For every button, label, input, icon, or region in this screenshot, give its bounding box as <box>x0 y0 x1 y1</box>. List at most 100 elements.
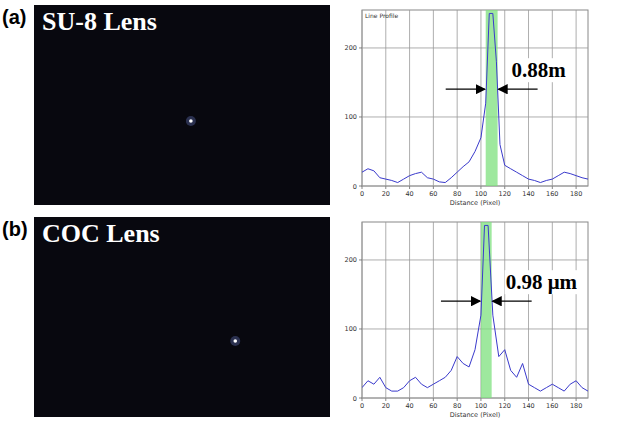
y-tick-label: 100 <box>345 325 357 333</box>
x-grid-line <box>480 10 481 186</box>
x-grid-line <box>528 10 529 186</box>
y-grid-line <box>362 328 588 329</box>
x-tick <box>528 398 529 401</box>
annotation-background <box>511 58 568 82</box>
x-tick-label: 20 <box>382 190 390 198</box>
y-tick-label: 0 <box>353 395 357 403</box>
figure: (a) SU-8 Lens 0 20 40 60 80 100 120 140 160 180 0 100… <box>0 0 633 424</box>
annotation: 0.88m <box>512 58 567 82</box>
figure-root: (a) SU-8 Lens 0 20 40 60 80 100 120 140 160 180 0 100… <box>0 0 633 424</box>
y-grid-line <box>362 47 588 48</box>
profile-line <box>362 225 588 391</box>
arrow-left <box>441 301 480 302</box>
x-tick-label: 180 <box>570 402 582 410</box>
x-grid-line <box>576 222 577 398</box>
x-grid-line <box>362 10 363 186</box>
x-grid-line <box>433 10 434 186</box>
x-tick <box>504 398 505 401</box>
plot-frame <box>362 10 588 186</box>
x-grid-line <box>457 222 458 398</box>
y-tick <box>359 398 362 399</box>
x-grid-line <box>362 222 363 398</box>
panel-label: (a) <box>2 6 26 28</box>
x-grid-line <box>457 10 458 186</box>
x-tick <box>528 186 529 189</box>
data-group <box>362 10 588 186</box>
x-tick <box>409 398 410 401</box>
focal-spot <box>233 339 237 343</box>
x-tick-label: 120 <box>499 190 511 198</box>
x-tick-label: 180 <box>570 190 582 198</box>
y-grid-line <box>362 186 588 187</box>
x-axis-title: Distance (Pixel) <box>450 199 501 207</box>
focal-spot-glow <box>230 336 240 346</box>
y-tick-label: 100 <box>345 113 357 121</box>
x-grid-line <box>504 222 505 398</box>
x-tick-label: 80 <box>453 402 461 410</box>
annotation-group: 0.98 μm <box>505 270 579 294</box>
arrow-right <box>493 301 532 302</box>
x-tick <box>385 186 386 189</box>
x-tick <box>362 186 363 189</box>
x-tick <box>457 186 458 189</box>
plot-frame <box>362 222 588 398</box>
x-tick-label: 40 <box>405 402 413 410</box>
x-tick <box>576 398 577 401</box>
measurement-band <box>481 222 492 398</box>
x-tick <box>552 186 553 189</box>
x-tick-label: 100 <box>475 402 487 410</box>
x-tick <box>480 186 481 189</box>
x-tick-label: 80 <box>453 190 461 198</box>
x-grid-line <box>409 222 410 398</box>
panel-label: (b) <box>2 218 28 240</box>
y-tick <box>359 47 362 48</box>
x-tick <box>409 186 410 189</box>
x-grid-line <box>385 10 386 186</box>
x-grid-line <box>576 10 577 186</box>
x-grid-line <box>433 222 434 398</box>
x-tick <box>385 398 386 401</box>
x-tick-label: 100 <box>475 190 487 198</box>
x-grid-line <box>552 10 553 186</box>
data-group <box>362 222 588 398</box>
x-tick <box>480 398 481 401</box>
x-tick-label: 60 <box>429 402 437 410</box>
x-tick <box>457 398 458 401</box>
x-tick <box>504 186 505 189</box>
x-grid-line <box>504 10 505 186</box>
microscope-image <box>34 5 330 205</box>
x-tick <box>576 186 577 189</box>
x-tick-label: 0 <box>360 190 364 198</box>
focal-spot-glow <box>186 116 196 126</box>
x-tick <box>552 398 553 401</box>
profile-line <box>362 13 588 182</box>
annotation: 0.98 μm <box>506 270 578 294</box>
annotation-background <box>505 270 579 294</box>
y-grid-line <box>362 398 588 399</box>
x-tick-label: 160 <box>546 190 558 198</box>
x-tick-label: 60 <box>429 190 437 198</box>
x-tick-label: 140 <box>522 190 534 198</box>
x-tick-label: 140 <box>522 402 534 410</box>
arrow-left <box>446 89 485 90</box>
image-title: SU-8 Lens <box>42 7 157 36</box>
x-grid-line <box>385 222 386 398</box>
focal-spot <box>189 119 193 123</box>
y-tick <box>359 259 362 260</box>
image-title: COC Lens <box>42 219 160 248</box>
y-tick-label: 0 <box>353 183 357 191</box>
y-tick <box>359 328 362 329</box>
chart-title: Line Profile <box>365 12 398 19</box>
x-tick-label: 160 <box>546 402 558 410</box>
x-tick <box>433 398 434 401</box>
x-tick-label: 20 <box>382 402 390 410</box>
x-tick-label: 0 <box>360 402 364 410</box>
x-axis-title: Distance (Pixel) <box>450 411 501 419</box>
measurement-band <box>486 10 498 186</box>
x-grid-line <box>528 222 529 398</box>
x-tick-label: 120 <box>499 402 511 410</box>
y-tick <box>359 186 362 187</box>
panel: (b)COC Lens02040608010012014016018001002… <box>2 217 588 419</box>
microscope-image <box>34 217 330 417</box>
x-tick <box>433 186 434 189</box>
